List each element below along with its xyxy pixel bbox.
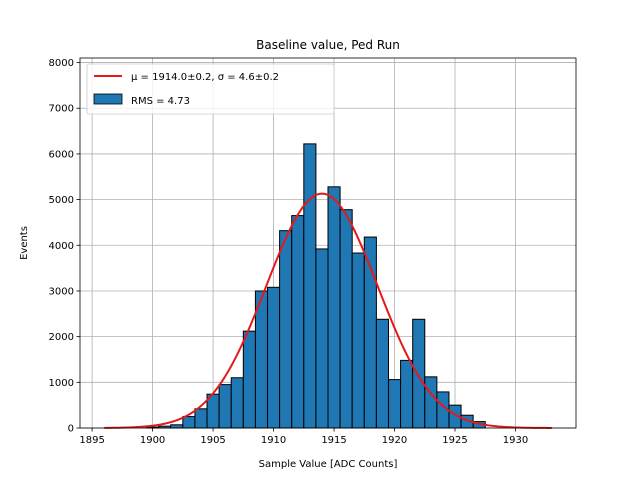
y-tick-label: 6000 bbox=[49, 149, 74, 160]
histogram-bar bbox=[412, 318, 426, 429]
histogram-bar bbox=[303, 143, 317, 429]
plot-frame bbox=[79, 57, 577, 429]
y-tick-label: 4000 bbox=[49, 241, 74, 252]
histogram-bar bbox=[182, 416, 196, 429]
histogram-bar bbox=[230, 377, 244, 429]
histogram-bar bbox=[254, 290, 269, 429]
histogram-bar bbox=[315, 248, 329, 429]
legend-box bbox=[86, 63, 335, 115]
y-tick-label: 1000 bbox=[49, 378, 74, 389]
legend-histogram-label: RMS = 4.73 bbox=[131, 96, 190, 107]
histogram-bar bbox=[424, 376, 438, 429]
x-tick-label: 1915 bbox=[321, 435, 346, 446]
x-axis-ticks: 1895 1900 1905 1910 1915 1920 1925 1930 bbox=[79, 428, 528, 446]
histogram-bar bbox=[339, 209, 353, 429]
histogram-bar bbox=[242, 330, 256, 429]
histogram-bar bbox=[279, 230, 293, 429]
x-tick-label: 1900 bbox=[140, 435, 165, 446]
x-tick-label: 1895 bbox=[79, 435, 104, 446]
x-tick-label: 1925 bbox=[442, 435, 467, 446]
chart-title: Baseline value, Ped Run bbox=[256, 38, 400, 52]
histogram-bar bbox=[218, 384, 232, 429]
y-axis-label: Events bbox=[19, 226, 30, 260]
histogram-bar bbox=[267, 286, 281, 429]
histogram-bar bbox=[351, 252, 365, 429]
x-tick-label: 1920 bbox=[382, 435, 407, 446]
gaussian-fit-curve bbox=[104, 192, 552, 429]
histogram-bar bbox=[400, 359, 414, 429]
y-axis-ticks: 0 1000 2000 3000 4000 5000 6000 7000 8000 bbox=[49, 58, 80, 435]
y-tick-label: 8000 bbox=[49, 58, 74, 69]
legend-histogram-swatch bbox=[93, 93, 123, 105]
histogram-bar bbox=[291, 215, 305, 429]
histogram-bar bbox=[194, 408, 208, 429]
y-tick-label: 3000 bbox=[49, 286, 74, 297]
x-axis-label: Sample Value [ADC Counts] bbox=[259, 459, 398, 470]
x-tick-label: 1905 bbox=[200, 435, 225, 446]
legend: μ = 1914.0±0.2, σ = 4.6±0.2 RMS = 4.73 bbox=[86, 63, 335, 115]
histogram-bar bbox=[375, 318, 389, 429]
y-tick-label: 0 bbox=[68, 424, 74, 435]
histogram-bar bbox=[327, 186, 341, 429]
y-tick-label: 5000 bbox=[49, 195, 74, 206]
legend-fit-label: μ = 1914.0±0.2, σ = 4.6±0.2 bbox=[131, 72, 279, 83]
x-tick-label: 1910 bbox=[261, 435, 286, 446]
histogram-bar bbox=[387, 379, 402, 429]
y-tick-label: 2000 bbox=[49, 332, 74, 343]
x-tick-label: 1930 bbox=[503, 435, 528, 446]
histogram-bar bbox=[170, 424, 184, 429]
y-tick-label: 7000 bbox=[49, 104, 74, 115]
